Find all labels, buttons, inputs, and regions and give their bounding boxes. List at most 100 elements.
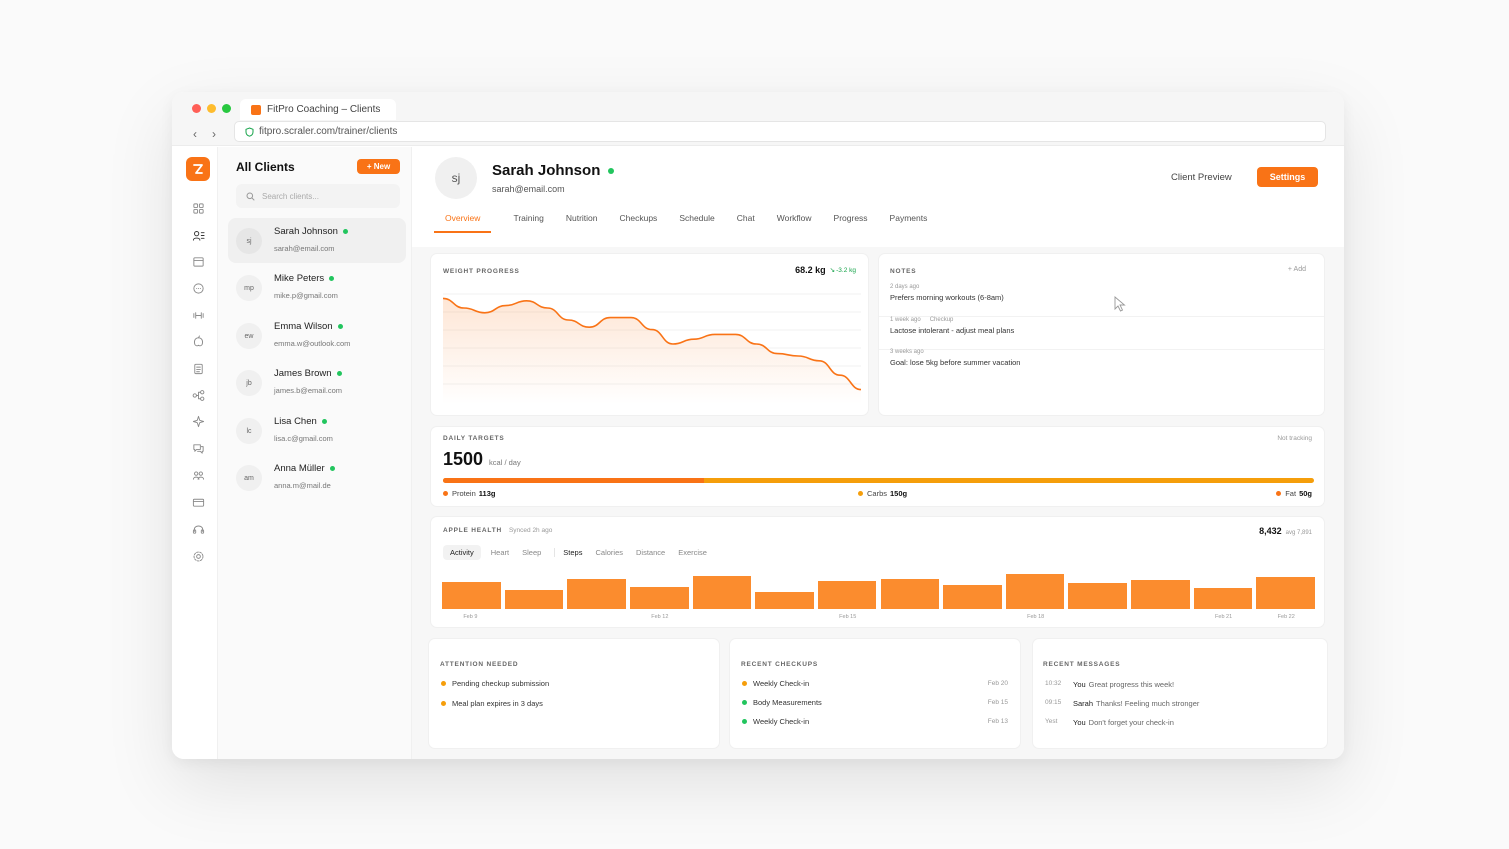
status-dot [742, 681, 747, 686]
client-avatar: mp [236, 275, 262, 301]
steps-bar[interactable] [504, 589, 564, 609]
add-note-button[interactable]: + Add [1287, 266, 1306, 273]
client-row[interactable]: jb James Brown james.b@email.com [228, 360, 406, 405]
nutrition-icon[interactable] [190, 333, 206, 349]
app-logo[interactable] [186, 157, 210, 181]
message-item[interactable]: 09:15 Sarah Thanks! Feeling much stronger [1045, 699, 1199, 708]
online-indicator [321, 419, 327, 424]
health-tab-exercise[interactable]: Exercise [678, 548, 707, 557]
checkup-label: Body Measurements [753, 698, 822, 707]
steps-bar[interactable] [442, 581, 501, 609]
steps-bar[interactable] [1256, 577, 1315, 609]
steps-bar[interactable] [629, 587, 689, 609]
note-text: Goal: lose 5kg before summer vacation [890, 358, 1021, 367]
tab-divider [554, 548, 556, 557]
steps-bar[interactable] [943, 585, 1002, 609]
url-text: fitpro.scraler.com/trainer/clients [259, 126, 398, 137]
client-email: mike.p@gmail.com [274, 291, 338, 300]
client-row[interactable]: lc Lisa Chen lisa.c@gmail.com [228, 408, 406, 453]
tracking-status: Not tracking [1277, 435, 1312, 442]
settings-button[interactable]: Settings [1257, 167, 1318, 187]
health-tabs: Activity Heart Sleep Steps Calories Distance E… [443, 545, 720, 560]
client-row[interactable]: ew Emma Wilson emma.w@outlook.com [228, 313, 406, 358]
workflow-icon[interactable] [190, 387, 206, 403]
daily-targets-card: DAILY TARGETS Not tracking 1500 kcal / d… [430, 426, 1325, 507]
settings-icon[interactable] [190, 548, 206, 564]
note-date: 3 weeks ago [890, 349, 924, 355]
runner-logo-icon [193, 164, 203, 174]
clients-icon[interactable] [190, 227, 206, 243]
tab-training[interactable]: Training [513, 213, 544, 223]
health-tab-heart[interactable]: Heart [490, 548, 510, 557]
carbs-label: Carbs [867, 489, 888, 498]
health-avg: avg 7,891 [1285, 530, 1312, 536]
checkup-item[interactable]: Weekly Check-in [742, 679, 809, 688]
apple-health-card: APPLE HEALTH Synced 2h ago 8,432 avg 7,8… [430, 516, 1325, 628]
chat-icon[interactable] [190, 280, 206, 296]
client-row[interactable]: sj Sarah Johnson sarah@email.com [228, 218, 406, 263]
checkup-item[interactable]: Body Measurements [742, 698, 822, 707]
client-row[interactable]: am Anna Müller anna.m@mail.de [228, 455, 406, 500]
steps-bar[interactable] [1193, 588, 1253, 609]
messages-title: RECENT MESSAGES [1043, 661, 1121, 668]
dashboard-icon[interactable] [190, 200, 206, 216]
health-tab-activity[interactable]: Activity [443, 545, 481, 560]
client-preview-link[interactable]: Client Preview [1171, 172, 1232, 183]
attention-item[interactable]: Meal plan expires in 3 days [441, 699, 543, 708]
steps-bar[interactable] [755, 592, 814, 609]
attention-text: Meal plan expires in 3 days [452, 699, 543, 708]
health-tab-sleep[interactable]: Sleep [522, 548, 542, 557]
message-item[interactable]: Yest You Don't forget your check-in [1045, 718, 1174, 727]
steps-bar[interactable] [692, 576, 752, 609]
search-input[interactable]: Search clients... [236, 184, 400, 208]
health-tab-steps[interactable]: Steps [563, 548, 583, 557]
steps-bar[interactable] [1005, 573, 1065, 609]
team-icon[interactable] [190, 467, 206, 483]
maximize-dot[interactable] [222, 104, 231, 113]
weight-summary: 68.2 kg ↘ -3.2 kg [795, 265, 856, 275]
message-item[interactable]: 10:32 You Great progress this week! [1045, 680, 1174, 689]
back-icon[interactable]: ‹ [193, 127, 197, 141]
steps-bar[interactable] [567, 579, 626, 609]
forward-icon[interactable]: › [212, 127, 216, 141]
tab-nutrition[interactable]: Nutrition [565, 213, 598, 223]
clipboard-icon[interactable] [190, 360, 206, 376]
sparkle-icon[interactable] [190, 413, 206, 429]
billing-icon[interactable] [190, 494, 206, 510]
attention-item[interactable]: Pending checkup submission [441, 679, 549, 688]
steps-bar[interactable] [817, 580, 877, 609]
online-indicator [342, 229, 348, 234]
minimize-dot[interactable] [207, 104, 216, 113]
tab-overview[interactable]: Overview [434, 213, 492, 233]
messages-icon[interactable] [190, 440, 206, 456]
checkup-date: Feb 15 [987, 699, 1008, 706]
checkup-item[interactable]: Weekly Check-in [742, 717, 809, 726]
new-client-button[interactable]: + New [357, 159, 400, 174]
protein-label: Protein [452, 489, 476, 498]
steps-bar[interactable] [1131, 580, 1190, 609]
client-row[interactable]: mp Mike Peters mike.p@gmail.com [228, 265, 406, 310]
close-dot[interactable] [192, 104, 201, 113]
tab-schedule[interactable]: Schedule [679, 213, 715, 223]
health-tab-calories[interactable]: Calories [595, 548, 623, 557]
tab-payments[interactable]: Payments [889, 213, 928, 223]
profile-tabs: Overview Training Nutrition Checkups Schedul… [434, 213, 949, 233]
dumbbell-icon[interactable] [190, 307, 206, 323]
fat-value: 50g [1299, 489, 1312, 498]
calendar-icon[interactable] [190, 253, 206, 269]
tab-workflow[interactable]: Workflow [776, 213, 812, 223]
date-label: Feb 21 [1215, 614, 1233, 620]
search-icon [246, 192, 255, 201]
steps-bar[interactable] [1068, 583, 1128, 609]
tab-progress[interactable]: Progress [833, 213, 868, 223]
support-icon[interactable] [190, 521, 206, 537]
browser-tab[interactable]: FitPro Coaching – Clients [240, 99, 396, 120]
tab-checkups[interactable]: Checkups [619, 213, 658, 223]
weight-progress-card: WEIGHT PROGRESS 68.2 kg ↘ -3.2 kg [430, 253, 869, 416]
tab-chat[interactable]: Chat [736, 213, 755, 223]
trend-down-icon: ↘ [829, 267, 836, 274]
address-bar[interactable]: fitpro.scraler.com/trainer/clients [234, 121, 1326, 142]
mouse-cursor-icon [1114, 296, 1126, 312]
steps-bar[interactable] [880, 578, 940, 609]
health-tab-distance[interactable]: Distance [636, 548, 666, 557]
